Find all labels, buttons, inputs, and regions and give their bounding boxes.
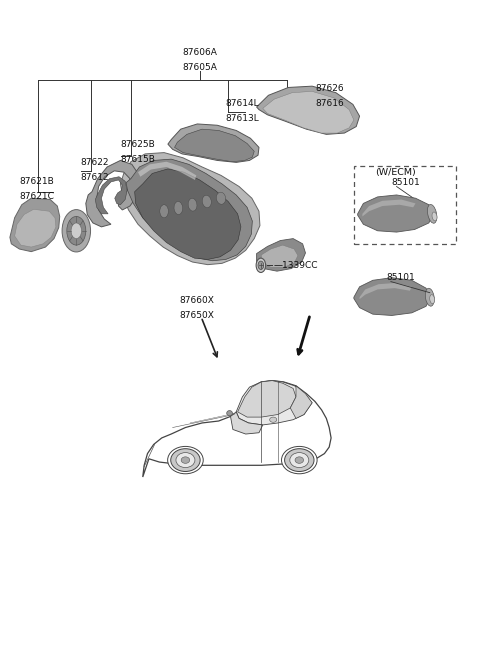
Text: 87622: 87622	[80, 158, 108, 167]
FancyBboxPatch shape	[354, 166, 456, 244]
Polygon shape	[257, 238, 305, 271]
Polygon shape	[230, 412, 263, 434]
Ellipse shape	[71, 223, 82, 238]
Text: 87613L: 87613L	[226, 114, 260, 123]
Polygon shape	[257, 86, 360, 135]
Text: 87621C: 87621C	[19, 193, 54, 201]
Polygon shape	[120, 152, 260, 265]
Polygon shape	[290, 386, 312, 419]
Polygon shape	[138, 162, 196, 180]
Ellipse shape	[67, 216, 86, 245]
Polygon shape	[86, 160, 139, 227]
Polygon shape	[362, 200, 416, 216]
Text: 87616: 87616	[315, 99, 344, 108]
Ellipse shape	[168, 446, 203, 474]
Ellipse shape	[227, 411, 232, 416]
Ellipse shape	[432, 212, 437, 221]
Text: 87606A: 87606A	[182, 49, 217, 58]
Ellipse shape	[430, 295, 434, 304]
Ellipse shape	[290, 453, 309, 468]
Polygon shape	[261, 245, 298, 267]
Ellipse shape	[256, 258, 265, 273]
Ellipse shape	[174, 202, 182, 214]
Text: 85101: 85101	[392, 178, 420, 187]
Text: 87650X: 87650X	[179, 311, 214, 320]
Text: 87614L: 87614L	[226, 99, 259, 108]
Polygon shape	[14, 210, 56, 247]
Text: 87626: 87626	[315, 83, 344, 93]
Ellipse shape	[295, 457, 303, 463]
Ellipse shape	[181, 457, 190, 463]
Ellipse shape	[160, 205, 168, 217]
Polygon shape	[10, 198, 60, 252]
Ellipse shape	[285, 449, 314, 472]
Polygon shape	[135, 169, 241, 260]
Polygon shape	[238, 380, 296, 417]
Text: —1339CC: —1339CC	[273, 261, 318, 270]
Text: 87605A: 87605A	[182, 63, 217, 72]
Ellipse shape	[428, 204, 437, 223]
Ellipse shape	[425, 288, 434, 306]
Text: 87615B: 87615B	[120, 154, 156, 164]
Polygon shape	[354, 278, 431, 315]
Polygon shape	[358, 195, 433, 232]
Text: 87625B: 87625B	[120, 140, 155, 148]
Polygon shape	[236, 380, 312, 425]
Ellipse shape	[62, 210, 91, 252]
Ellipse shape	[171, 449, 200, 472]
Text: (W/ECM): (W/ECM)	[375, 168, 416, 177]
Polygon shape	[143, 380, 331, 477]
Polygon shape	[96, 177, 127, 214]
Polygon shape	[263, 91, 354, 133]
Text: 87612: 87612	[80, 173, 109, 182]
Ellipse shape	[188, 198, 197, 211]
Text: 87660X: 87660X	[179, 296, 214, 305]
Ellipse shape	[258, 261, 264, 269]
Text: 87621B: 87621B	[19, 177, 54, 187]
Ellipse shape	[202, 195, 211, 208]
Polygon shape	[168, 124, 259, 162]
Ellipse shape	[216, 193, 226, 204]
Polygon shape	[175, 129, 254, 162]
Polygon shape	[126, 159, 252, 261]
Text: 85101: 85101	[386, 273, 415, 283]
Polygon shape	[360, 283, 412, 299]
Ellipse shape	[281, 446, 317, 474]
Ellipse shape	[270, 417, 277, 422]
Ellipse shape	[176, 453, 195, 468]
